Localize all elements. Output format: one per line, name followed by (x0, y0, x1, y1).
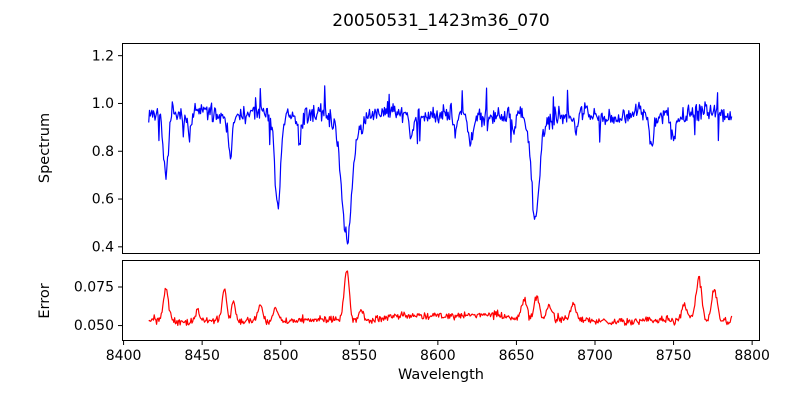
x-tick-label: 8750 (656, 348, 692, 364)
spectrum-plot-area (122, 43, 760, 254)
x-tick-label: 8550 (341, 348, 377, 364)
spectrum-line (148, 85, 733, 245)
x-tick-label: 8700 (577, 348, 613, 364)
y-axis-label-error: Error (37, 283, 53, 319)
x-tick-label: 8450 (184, 348, 220, 364)
x-tick-label: 8600 (420, 348, 456, 364)
y-tick-label: 0.8 (92, 144, 114, 160)
y-tick-label: 1.2 (92, 48, 114, 64)
error-line (148, 270, 733, 326)
y-tick-label: 1.0 (92, 96, 114, 112)
x-tick-label: 8500 (263, 348, 299, 364)
error-plot-area (122, 260, 760, 341)
x-tick-label: 8400 (106, 348, 142, 364)
x-axis-label: Wavelength (397, 367, 485, 383)
x-tick-label: 8800 (734, 348, 770, 364)
y-tick-label: 0.4 (92, 239, 114, 255)
x-tick-label: 8650 (499, 348, 535, 364)
chart-title: 20050531_1423m36_070 (332, 11, 550, 31)
y-tick-label: 0.050 (74, 318, 114, 334)
y-tick-label: 0.075 (74, 280, 114, 296)
y-tick-label: 0.6 (92, 192, 114, 208)
